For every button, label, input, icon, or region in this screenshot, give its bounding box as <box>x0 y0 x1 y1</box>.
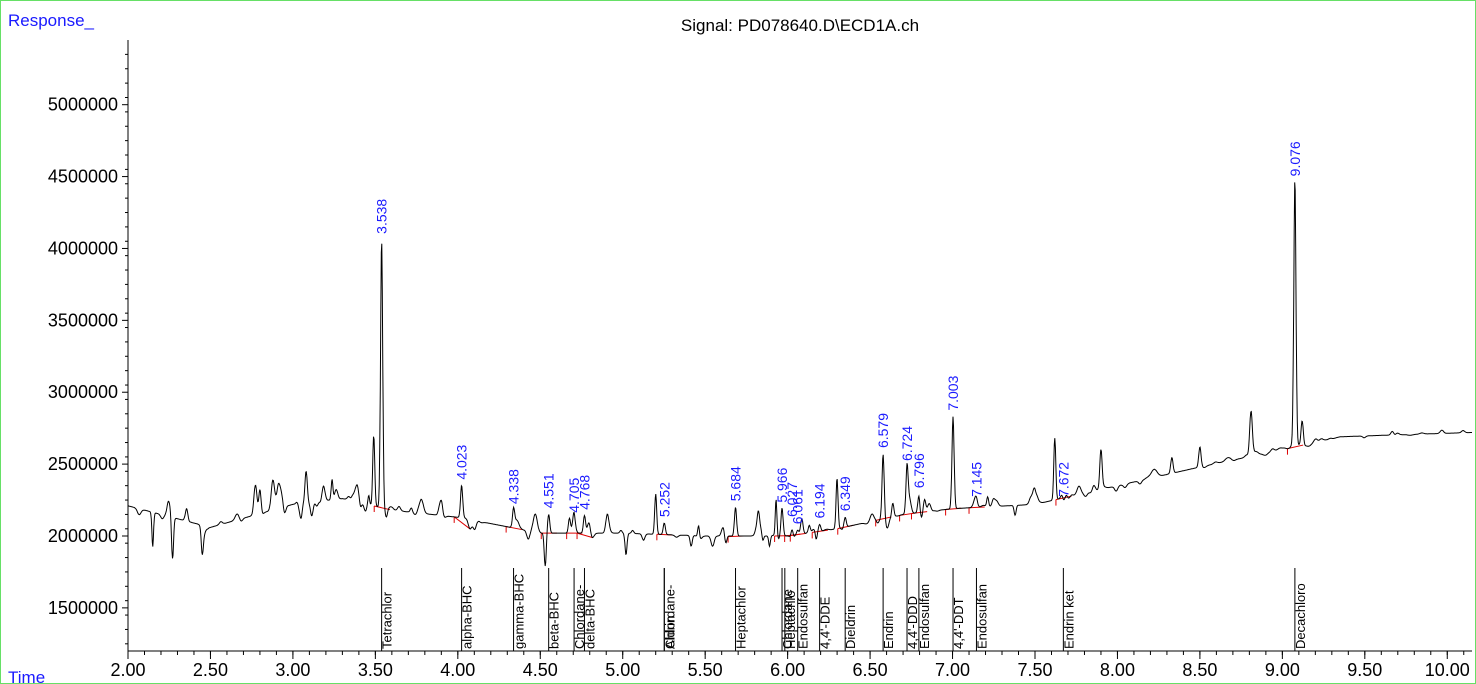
peak-rt-label: 6.579 <box>875 413 891 448</box>
peak-rt-label: 9.076 <box>1287 141 1303 176</box>
compound-label: Endosulfan <box>796 584 811 649</box>
x-tick-label: 4.00 <box>440 660 475 680</box>
y-tick-label: 3500000 <box>48 310 118 330</box>
compound-label: Aldrin <box>662 616 677 649</box>
x-tick-label: 9.50 <box>1347 660 1382 680</box>
y-tick-label: 5000000 <box>48 95 118 115</box>
peak-baseline <box>453 516 471 530</box>
compound-label: Heptachlor <box>734 585 749 649</box>
compound-label: Dieldrin <box>843 605 858 649</box>
compound-label: alpha-BHC <box>460 585 475 649</box>
y-tick-label: 4000000 <box>48 238 118 258</box>
x-tick-label: 5.50 <box>688 660 723 680</box>
compound-label: 4,4'-DDT <box>951 597 966 649</box>
chart-title: Signal: PD078640.D\ECD1A.ch <box>681 16 919 35</box>
compound-label: Chlordane <box>780 589 795 649</box>
peak-rt-label: 4.338 <box>506 469 522 504</box>
peak-rt-label: 5.252 <box>656 482 672 517</box>
compound-label: delta-BHC <box>582 589 597 649</box>
peak-rt-label: 4.768 <box>576 475 592 510</box>
compound-label: Decachloro <box>1293 583 1308 649</box>
compound-label: gamma-BHC <box>512 574 527 649</box>
x-tick-label: 2.00 <box>110 660 145 680</box>
peak-rt-label: 5.684 <box>728 466 744 501</box>
peak-baseline <box>790 532 807 537</box>
y-axis-label: Response_ <box>8 11 95 30</box>
peak-baseline <box>576 532 593 539</box>
x-tick-label: 9.00 <box>1265 660 1300 680</box>
peak-baseline <box>875 516 892 521</box>
compound-label: Endrin ket <box>1061 590 1076 649</box>
compound-label: 4,4'-DDE <box>818 596 833 649</box>
peak-rt-label: 6.349 <box>837 476 853 511</box>
y-tick-label: 3000000 <box>48 382 118 402</box>
y-tick-label: 4500000 <box>48 167 118 187</box>
x-tick-label: 7.50 <box>1017 660 1052 680</box>
compound-label: Endrin <box>881 611 896 649</box>
y-tick-label: 1500000 <box>48 598 118 618</box>
compound-label: Chlordane- <box>572 585 587 649</box>
compound-label: beta-BHC <box>547 592 562 649</box>
compound-labels: Tetrachlor alpha-BHC gamma-BHC beta-BHC Chlo… <box>380 568 1308 651</box>
peak-rt-label: 7.672 <box>1055 462 1071 497</box>
x-axis-label: Time <box>8 668 45 684</box>
peak-rt-label: 4.551 <box>541 473 557 508</box>
peak-rt-label: 6.796 <box>911 453 927 488</box>
x-tick-label: 6.00 <box>770 660 805 680</box>
x-tick-label: 4.50 <box>523 660 558 680</box>
compound-label: 4,4'-DDD <box>905 596 920 649</box>
peak-rt-label: 6.194 <box>812 483 828 518</box>
peak-rt-label: 4.023 <box>454 444 470 479</box>
peak-rt-label: 5.966 <box>774 467 790 502</box>
compound-label: Heptachlo <box>783 590 798 649</box>
trace-group <box>127 182 1472 567</box>
peak-rt-label: 7.003 <box>945 375 961 410</box>
peak-rt-label: 6.061 <box>790 489 806 524</box>
signal-trace <box>127 182 1472 567</box>
x-tick-label: 8.50 <box>1182 660 1217 680</box>
peak-baseline <box>374 505 390 511</box>
compound-label: Endosulfan <box>917 584 932 649</box>
x-tick-label: 5.00 <box>605 660 640 680</box>
peak-rt-label: 7.145 <box>968 462 984 497</box>
x-tick-label: 10.00 <box>1425 660 1470 680</box>
x-tick-label: 7.00 <box>935 660 970 680</box>
compound-label: Endosulfan <box>974 584 989 649</box>
peak-rt-label: 6.724 <box>899 426 915 461</box>
peak-baseline <box>969 506 985 509</box>
x-tick-label: 8.00 <box>1100 660 1135 680</box>
peak-rt-label: 4.705 <box>566 477 582 512</box>
y-tick-label: 2000000 <box>48 526 118 546</box>
peak-rt-label: 6.027 <box>784 482 800 517</box>
peak-rt-label: 3.538 <box>374 199 390 234</box>
x-tick-label: 3.00 <box>275 660 310 680</box>
x-tick-label: 2.50 <box>193 660 228 680</box>
axes: 1500000 2000000 2500000 3000000 3500000 40000… <box>48 40 1472 680</box>
compound-label: Tetrachlor <box>380 591 395 649</box>
y-tick-label: 2500000 <box>48 454 118 474</box>
compound-label: Chlordane- <box>662 585 677 649</box>
x-tick-label: 6.50 <box>853 660 888 680</box>
x-tick-label: 3.50 <box>358 660 393 680</box>
